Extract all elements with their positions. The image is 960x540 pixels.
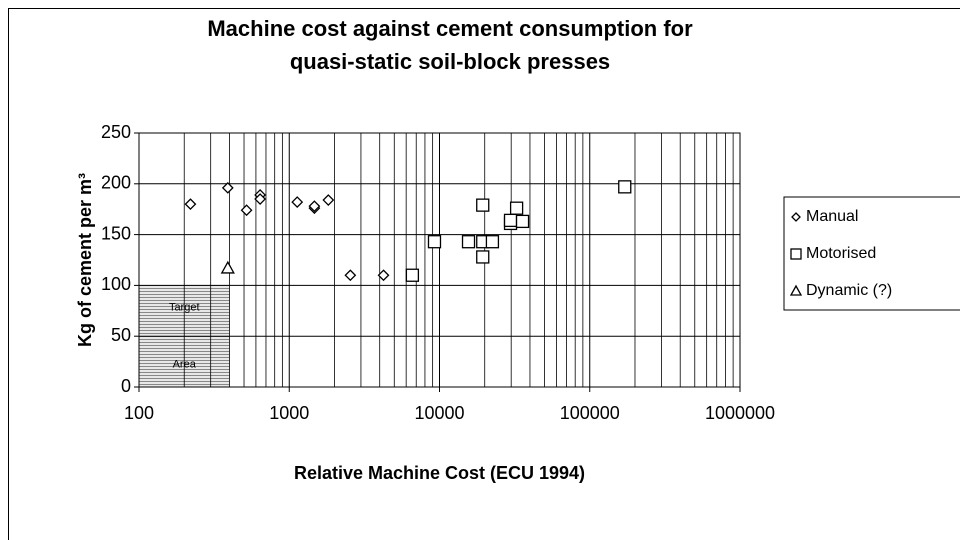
chart-title: Machine cost against cement consumption … — [207, 16, 693, 74]
point — [405, 268, 420, 282]
legend-symbol — [791, 212, 801, 222]
point — [344, 269, 357, 282]
x-tick-label: 1000000 — [705, 403, 775, 423]
legend-label: Motorised — [806, 245, 876, 262]
point — [509, 201, 524, 215]
point — [476, 250, 490, 264]
point — [221, 181, 234, 194]
y-axis-label: Kg of cement per m³ — [75, 173, 95, 347]
point — [485, 235, 500, 249]
x-axis-label: Relative Machine Cost (ECU 1994) — [294, 463, 585, 483]
y-tick-label: 50 — [111, 325, 131, 345]
legend-box — [783, 196, 960, 311]
y-tick-label: 100 — [101, 274, 131, 294]
y-tick-label: 250 — [101, 122, 131, 142]
point — [461, 235, 476, 249]
point — [254, 193, 267, 205]
x-tick-label: 100 — [124, 403, 154, 423]
point — [184, 198, 197, 211]
point — [427, 235, 442, 249]
point — [503, 213, 518, 228]
point — [322, 194, 335, 206]
point — [240, 204, 253, 217]
point — [515, 214, 530, 229]
point — [291, 196, 304, 209]
x-tick-label: 10000 — [414, 403, 464, 423]
legend-label: Dynamic (?) — [806, 282, 892, 299]
point — [308, 200, 321, 213]
point — [618, 180, 632, 194]
x-tick-label: 100000 — [560, 403, 620, 423]
y-tick-label: 150 — [101, 223, 131, 243]
x-tick-label: 1000 — [269, 403, 309, 423]
point — [377, 269, 390, 282]
plot-border — [138, 132, 741, 388]
point — [476, 198, 490, 212]
target-label: Area — [173, 359, 197, 371]
y-tick-label: 200 — [101, 173, 131, 193]
chart-frame — [8, 8, 960, 540]
legend-symbol — [789, 284, 803, 296]
legend-symbol — [790, 248, 802, 260]
y-tick-label: 0 — [121, 376, 131, 396]
legend-label: Manual — [806, 208, 858, 225]
point — [220, 260, 235, 274]
